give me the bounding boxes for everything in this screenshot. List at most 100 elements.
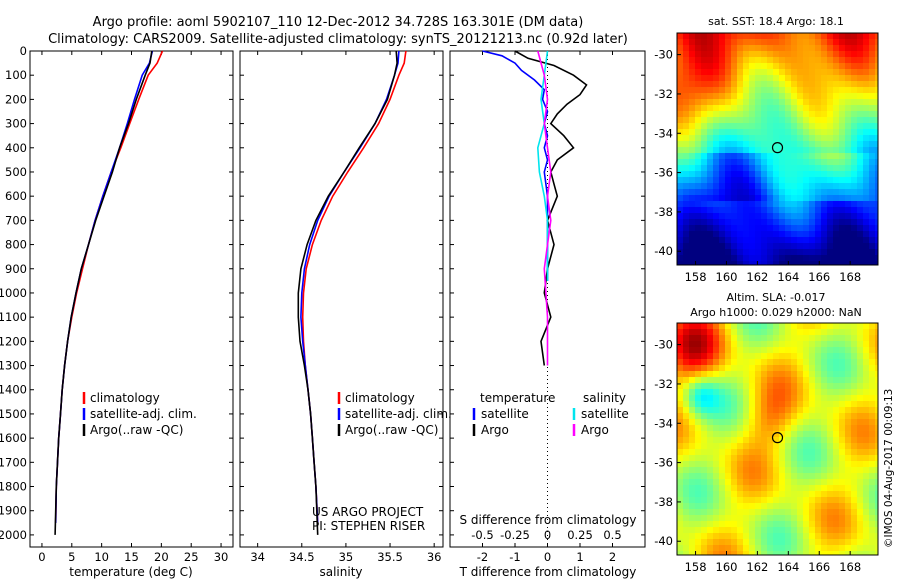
map-cell [689,195,696,202]
map-cell [845,189,852,196]
map-cell [713,461,720,468]
map-cell [833,33,840,40]
map-cell [767,135,774,142]
map-cell [761,213,768,220]
map-cell [677,371,684,378]
map-cell [833,473,840,480]
map-cell [725,503,732,510]
map-cell [833,395,840,402]
map-cell [821,261,828,265]
map-cell [833,437,840,444]
map-cell [725,455,732,462]
map-cell [701,63,708,70]
map-cell [809,497,816,504]
map-cell [677,425,684,432]
map-cell [869,57,876,64]
map-cell [869,533,876,540]
map-cell [827,353,834,360]
map-cell [677,407,684,414]
map-cell [833,443,840,450]
map-cell [833,75,840,82]
map-cell [839,533,846,540]
x-tick-label: 5 [68,550,75,564]
map-cell [791,377,798,384]
map-cell [845,497,852,504]
map-cell [749,491,756,498]
map-cell [743,509,750,516]
map-cell [683,497,690,504]
map-cell [713,177,720,184]
map-cell [857,449,864,456]
map-cell [761,123,768,130]
map-cell [719,111,726,118]
map-cell [761,153,768,160]
map-cell [839,189,846,196]
map-cell [845,371,852,378]
map-cell [767,419,774,426]
map-cell [677,261,684,265]
map-cell [851,39,858,46]
map-cell [773,425,780,432]
map-cell [731,329,738,336]
map-cell [791,93,798,100]
map-cell [731,461,738,468]
s-diff-label: S difference from climatology [460,513,637,527]
map-cell [743,225,750,232]
map-cell [791,153,798,160]
map-cell [803,353,810,360]
map-cell [749,425,756,432]
map-cell [797,353,804,360]
legend-label-satellite: satellite-adj. clim. [345,407,452,421]
map-cell [689,87,696,94]
map-cell [767,395,774,402]
sla-map-title-line2: Argo h1000: 0.029 h2000: NaN [690,306,862,319]
map-cell [713,213,720,220]
map-cell [773,467,780,474]
map-cell [725,105,732,112]
map-cell [833,503,840,510]
map-cell [707,419,714,426]
map-cell [803,335,810,342]
map-cell [875,183,878,190]
map-cell [851,377,858,384]
map-cell [701,329,708,336]
map-cell [677,485,684,492]
map-cell [707,515,714,522]
map-cell [809,545,816,552]
map-cell [713,527,720,534]
map-cell [857,551,864,555]
map-x-tick-label: 162 [746,560,768,574]
map-cell [863,497,870,504]
map-cell [725,243,732,250]
map-cell [725,237,732,244]
map-cell [707,231,714,238]
map-cell [749,213,756,220]
map-cell [875,539,878,546]
map-cell [797,69,804,76]
map-cell [737,249,744,256]
map-cell [683,521,690,528]
map-cell [869,431,876,438]
map-cell [695,243,702,250]
map-cell [683,147,690,154]
map-cell [749,63,756,70]
map-cell [821,105,828,112]
map-cell [719,249,726,256]
map-cell [749,57,756,64]
map-cell [863,395,870,402]
map-cell [863,63,870,70]
map-cell [857,213,864,220]
map-cell [863,231,870,238]
map-cell [695,33,702,40]
map-cell [815,201,822,208]
map-cell [869,255,876,262]
map-cell [815,515,822,522]
map-cell [707,237,714,244]
map-cell [791,201,798,208]
map-cell [875,509,878,516]
map-y-tick-label: -36 [654,456,673,470]
map-cell [737,225,744,232]
map-cell [857,231,864,238]
map-cell [851,81,858,88]
map-y-tick-label: -34 [654,416,673,430]
